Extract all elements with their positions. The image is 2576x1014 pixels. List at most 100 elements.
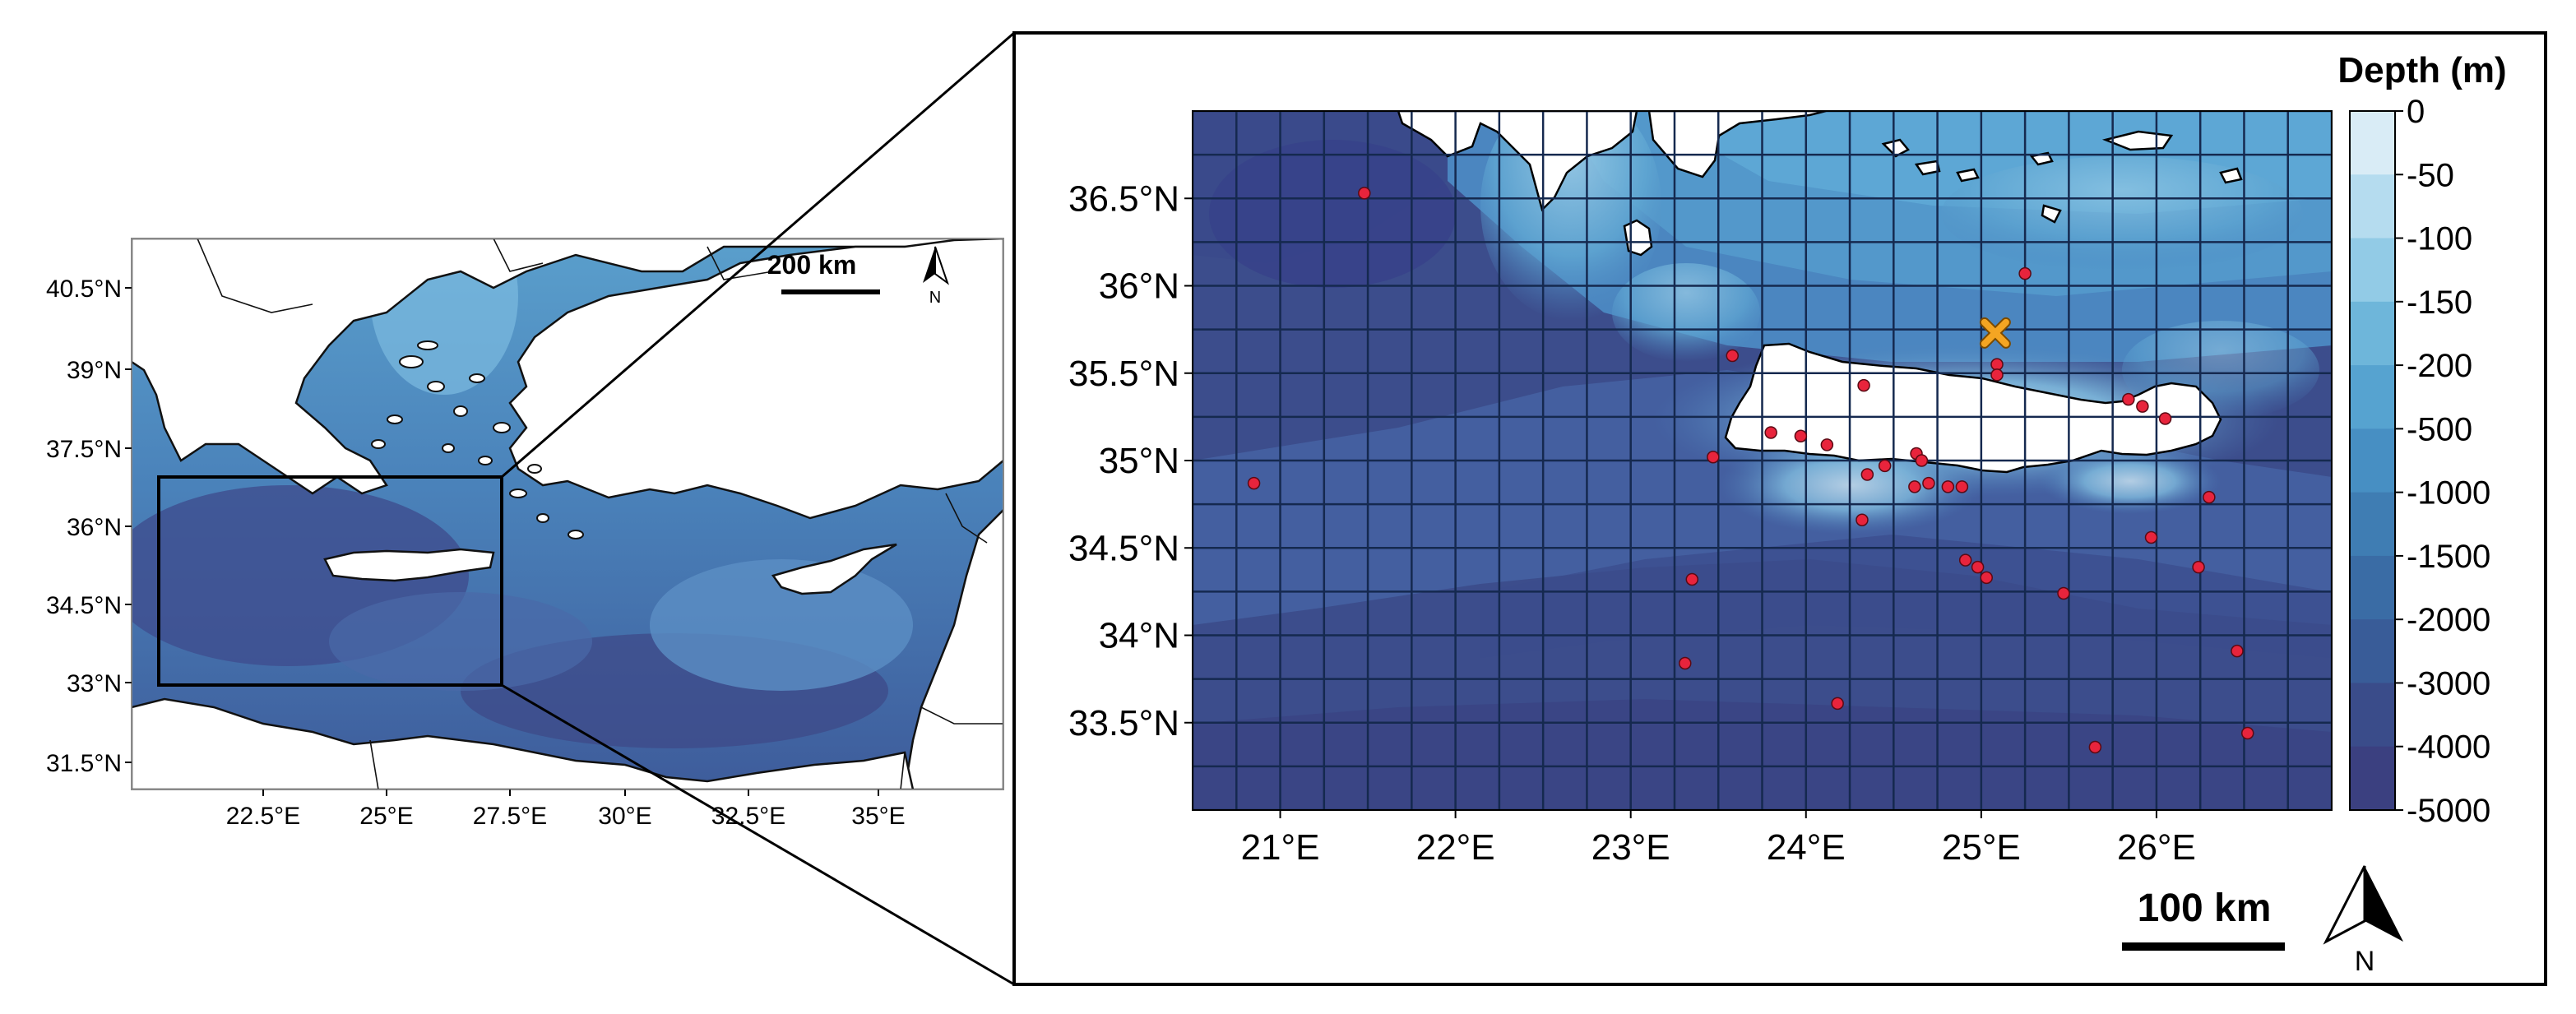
sample-point: [1857, 378, 1870, 392]
detail-lat-axis: 36.5°N 36°N 35.5°N 35°N 34.5°N 34°N 33.5°N: [1068, 178, 1193, 743]
sample-point: [2057, 586, 2070, 600]
detail-lat-label: 33.5°N: [1068, 703, 1179, 743]
overview-lat-label: 40.5°N: [46, 275, 122, 303]
sample-point: [1990, 368, 2004, 382]
sample-point: [2136, 400, 2149, 413]
colorbar-label: -5000: [2407, 793, 2490, 829]
colorbar-label: -2000: [2407, 602, 2490, 638]
sample-point: [1358, 187, 1371, 200]
detail-lat-label: 34.5°N: [1068, 528, 1179, 568]
colorbar-label: -3000: [2407, 665, 2490, 701]
sample-point: [1764, 426, 1777, 439]
overview-scale-bar: 200 km: [767, 250, 880, 294]
colorbar-band: [2350, 365, 2395, 429]
sample-point: [2231, 644, 2244, 658]
sample-point: [1955, 480, 1969, 493]
sample-point: [1958, 553, 1972, 567]
detail-lat-label: 35.5°N: [1068, 354, 1179, 394]
detail-lat-label: 35°N: [1099, 441, 1179, 481]
detail-scale-label: 100 km: [2138, 887, 2272, 930]
detail-lat-label: 36.5°N: [1068, 178, 1179, 219]
detail-lon-label: 22°E: [1416, 827, 1495, 868]
colorbar-label: -150: [2407, 285, 2472, 321]
sample-point: [1990, 358, 2004, 371]
detail-lon-label: 24°E: [1767, 827, 1846, 868]
overview-borders: [197, 238, 1003, 789]
sample-point: [2018, 266, 2032, 280]
colorbar-band: [2350, 111, 2395, 175]
sample-point: [2240, 726, 2254, 740]
colorbar-band: [2350, 683, 2395, 748]
detail-map: 36.5°N 36°N 35.5°N 35°N 34.5°N 34°N 33.5°N 21°…: [1068, 50, 2507, 977]
sample-point: [1980, 571, 1993, 585]
colorbar-label: -200: [2407, 348, 2472, 384]
sample-point: [1678, 656, 1692, 670]
overview-lat-axis: 40.5°N 39°N 37.5°N 36°N 34.5°N 33°N 31.5°N: [46, 275, 132, 777]
detail-lon-label: 23°E: [1591, 827, 1670, 868]
overview-lon-label: 30°E: [598, 803, 651, 830]
reference-cross: [1981, 318, 2009, 347]
overview-lon-label: 32.5°E: [711, 803, 785, 830]
overview-islands: [371, 340, 584, 539]
overview-lat-label: 33°N: [67, 670, 122, 697]
overview-extent-box: [157, 475, 503, 687]
colorbar-band: [2350, 492, 2395, 557]
sample-point: [2088, 740, 2102, 754]
overview-frame: [131, 238, 1004, 790]
detail-grid: [1193, 111, 2332, 810]
overview-north-label: N: [929, 289, 941, 307]
zoom-connectors: [501, 31, 1015, 986]
colorbar-label: -50: [2407, 157, 2454, 193]
depth-colorbar: Depth (m) 0 -50 -100 -150 -200 -500 -1000 -1500…: [2337, 50, 2506, 829]
overview-lon-label: 35°E: [851, 803, 905, 830]
colorbar-label: -1500: [2407, 539, 2490, 575]
sample-point: [2203, 490, 2216, 504]
colorbar-label: -100: [2407, 221, 2472, 257]
detail-lon-label: 26°E: [2117, 827, 2196, 868]
overview-lon-label: 27.5°E: [473, 803, 547, 830]
sample-point: [1794, 429, 1808, 442]
overview-lon-label: 22.5°E: [226, 803, 300, 830]
sample-point: [1908, 480, 1921, 493]
detail-sample-points: [1247, 187, 2254, 754]
detail-lon-label: 25°E: [1942, 827, 2021, 868]
overview-north-arrow-icon: N: [923, 246, 949, 307]
detail-lat-label: 34°N: [1099, 616, 1179, 656]
overview-land: [132, 238, 1003, 789]
colorbar-band: [2350, 746, 2395, 811]
sample-point: [2158, 412, 2172, 425]
sample-point: [1685, 572, 1699, 586]
detail-lat-label: 36°N: [1099, 266, 1179, 307]
colorbar-title: Depth (m): [2337, 50, 2506, 90]
overview-lat-label: 39°N: [67, 357, 122, 384]
sample-point: [1971, 560, 1985, 574]
detail-lon-axis: 21°E 22°E 23°E 24°E 25°E 26°E: [1241, 810, 2196, 868]
colorbar-band: [2350, 174, 2395, 239]
colorbar-band: [2350, 428, 2395, 493]
sample-point: [1707, 451, 1720, 464]
detail-reference-marker: [1979, 317, 2011, 349]
sample-point: [1856, 513, 1869, 526]
overview-lat-label: 31.5°N: [46, 750, 122, 777]
sample-point: [2144, 530, 2158, 544]
sample-point: [1915, 454, 1929, 467]
overview-map: 40.5°N 39°N 37.5°N 36°N 34.5°N 33°N 31.5°N 22.…: [46, 238, 1004, 830]
overview-scale-label: 200 km: [767, 250, 857, 280]
detail-scale-bar: 100 km: [2122, 887, 2285, 951]
overview-lon-axis: 22.5°E 25°E 27.5°E 30°E 32.5°E 35°E: [226, 789, 906, 830]
sample-point: [1247, 476, 1261, 490]
detail-lon-label: 21°E: [1241, 827, 1320, 868]
sample-point: [1831, 697, 1844, 711]
sample-point: [1820, 438, 1834, 451]
sample-point: [1726, 349, 1740, 363]
colorbar-label: -1000: [2407, 475, 2490, 512]
colorbar-label: -500: [2407, 411, 2472, 447]
overview-lon-label: 25°E: [359, 803, 413, 830]
sample-point: [1922, 476, 1935, 490]
overview-lat-label: 34.5°N: [46, 592, 122, 619]
colorbar-band: [2350, 301, 2395, 366]
colorbar-band: [2350, 238, 2395, 303]
sample-point: [1860, 468, 1874, 481]
colorbar-band: [2350, 619, 2395, 683]
